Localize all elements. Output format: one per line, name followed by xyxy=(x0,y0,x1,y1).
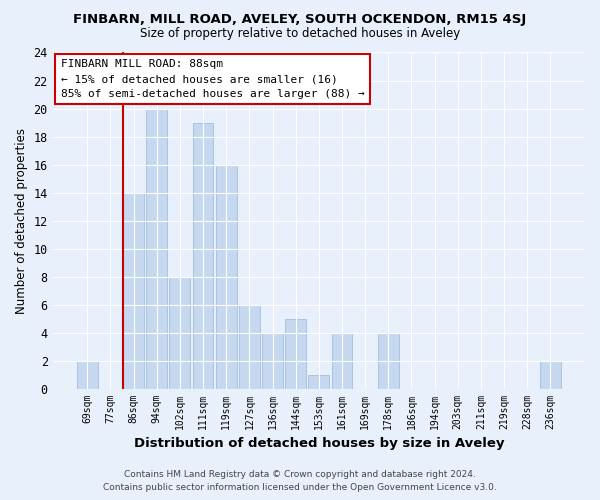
Bar xyxy=(77,360,98,388)
Text: FINBARN, MILL ROAD, AVELEY, SOUTH OCKENDON, RM15 4SJ: FINBARN, MILL ROAD, AVELEY, SOUTH OCKEND… xyxy=(73,12,527,26)
Bar xyxy=(262,332,283,388)
Text: Size of property relative to detached houses in Aveley: Size of property relative to detached ho… xyxy=(140,28,460,40)
Text: FINBARN MILL ROAD: 88sqm
← 15% of detached houses are smaller (16)
85% of semi-d: FINBARN MILL ROAD: 88sqm ← 15% of detach… xyxy=(61,59,364,99)
Y-axis label: Number of detached properties: Number of detached properties xyxy=(15,128,28,314)
Bar xyxy=(308,374,329,388)
Bar xyxy=(239,304,260,388)
X-axis label: Distribution of detached houses by size in Aveley: Distribution of detached houses by size … xyxy=(134,437,504,450)
Bar xyxy=(378,332,399,388)
Bar xyxy=(285,318,306,388)
Bar xyxy=(540,360,561,388)
Text: Contains HM Land Registry data © Crown copyright and database right 2024.
Contai: Contains HM Land Registry data © Crown c… xyxy=(103,470,497,492)
Bar xyxy=(216,164,236,388)
Bar xyxy=(193,122,214,388)
Bar xyxy=(123,192,144,388)
Bar xyxy=(169,276,190,388)
Bar xyxy=(332,332,352,388)
Bar xyxy=(146,108,167,388)
